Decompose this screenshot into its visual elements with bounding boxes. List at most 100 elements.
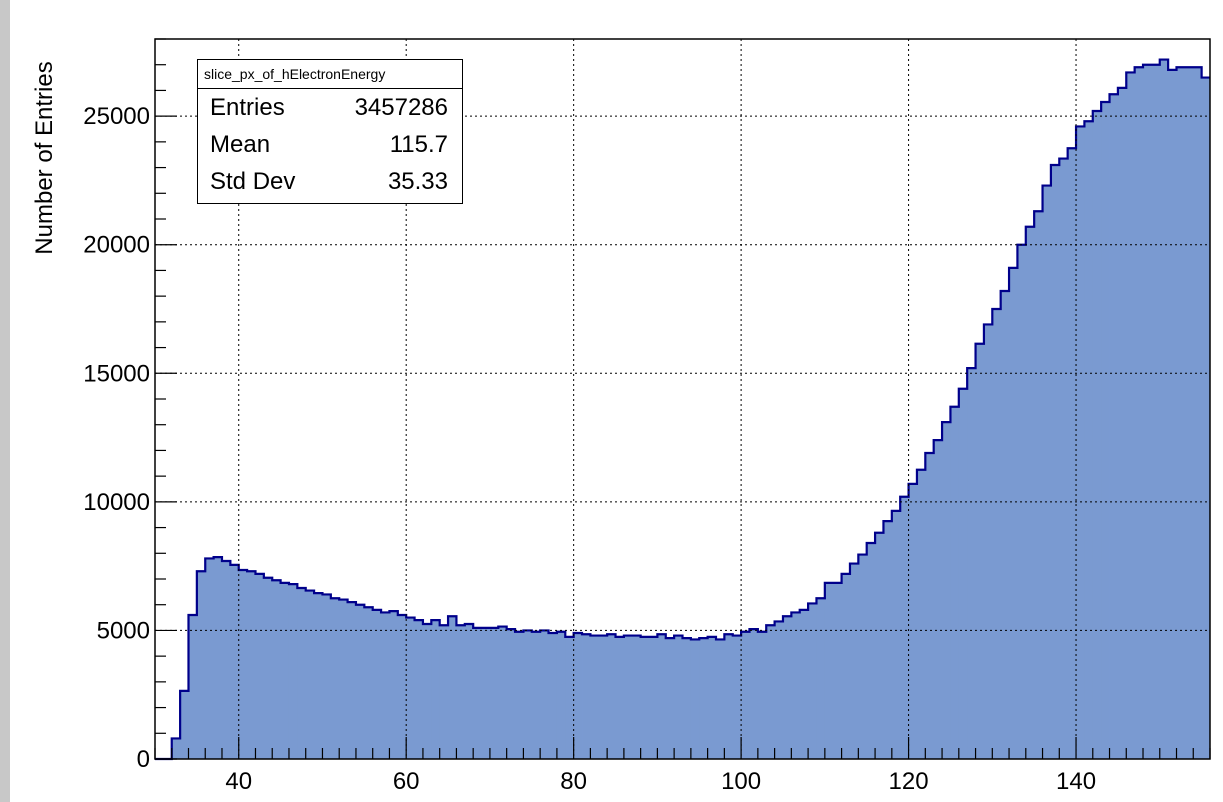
histogram-bar — [305, 590, 315, 759]
histogram-bar — [389, 611, 399, 759]
histogram-bar — [640, 636, 650, 759]
histogram-outline — [155, 58, 1210, 761]
stats-value: 115.7 — [389, 131, 448, 158]
histogram-bar — [1151, 64, 1161, 759]
histogram-bar — [925, 453, 935, 759]
stats-value: 35.33 — [387, 168, 448, 195]
histogram-bar — [347, 602, 357, 759]
histogram-bar — [782, 616, 792, 759]
histogram-bar — [950, 406, 960, 759]
histogram-bar — [682, 638, 692, 759]
histogram-bar — [1009, 267, 1018, 759]
histogram-bar — [196, 571, 206, 759]
stats-row-mean: Mean 115.7 — [198, 126, 462, 163]
histogram-bar — [891, 510, 901, 759]
histogram-bar — [238, 570, 248, 759]
histogram-bar — [213, 557, 223, 759]
histogram-bar — [699, 638, 709, 759]
histogram-bar — [665, 638, 675, 759]
histogram-bar — [799, 609, 809, 759]
histogram-bar — [1059, 158, 1069, 760]
histogram-bar — [942, 422, 951, 759]
histogram-bar — [406, 617, 415, 759]
histogram-bar — [464, 624, 474, 759]
histogram-bar — [339, 599, 348, 759]
histogram-bar — [171, 738, 181, 759]
histogram-bar — [330, 598, 340, 759]
histogram-bar — [590, 635, 600, 759]
histogram-bar — [397, 615, 407, 759]
histogram-bar — [322, 594, 332, 759]
histogram-bar — [749, 629, 759, 759]
histogram-bar — [506, 629, 516, 759]
x-tick-label: 120 — [889, 768, 929, 795]
histogram-bar — [255, 573, 265, 759]
y-axis-title: Number of Entries — [31, 61, 58, 254]
y-tick-label: 25000 — [83, 103, 150, 130]
histogram-bar — [288, 584, 298, 759]
histogram-bar — [866, 543, 876, 759]
stats-label: Mean — [210, 131, 271, 158]
y-tick-label: 0 — [137, 746, 150, 773]
histogram-bar — [515, 631, 524, 759]
histogram-bar — [582, 634, 591, 759]
histogram-bar — [1000, 291, 1010, 759]
stats-row-std-dev: Std Dev 35.33 — [198, 163, 462, 200]
x-tick-label: 40 — [225, 768, 252, 795]
histogram-bar — [205, 558, 215, 759]
histogram-bar — [556, 631, 566, 759]
histogram-bar — [531, 631, 541, 759]
y-tick-label: 10000 — [83, 489, 150, 516]
histogram-bar — [1092, 111, 1102, 759]
histogram-bar — [875, 532, 884, 759]
histogram-bar — [632, 635, 642, 759]
histogram-bar — [540, 630, 549, 759]
histogram-bar — [657, 634, 667, 759]
histogram-bar — [1109, 94, 1119, 760]
histogram-bar — [1184, 67, 1194, 760]
histogram-bar — [858, 554, 868, 759]
histogram-bar — [414, 620, 424, 759]
histogram-bar — [422, 624, 432, 759]
histogram-bar — [816, 598, 826, 759]
histogram-bar — [715, 639, 725, 759]
histogram-bar — [431, 620, 441, 759]
histogram-bar — [615, 636, 625, 759]
histogram-bar — [523, 630, 533, 759]
histogram-bar — [221, 561, 231, 759]
histogram-bar — [791, 612, 801, 759]
stats-box: slice_px_of_hElectronEnergy Entries 3457… — [197, 59, 463, 204]
histogram-bar — [1050, 165, 1060, 759]
histogram-bar — [741, 631, 750, 759]
histogram-bar — [355, 604, 365, 759]
histogram-bar — [573, 633, 583, 759]
histogram-bar — [690, 639, 700, 759]
histogram-bar — [247, 571, 256, 759]
left-panel-edge — [0, 0, 10, 802]
histogram-bar — [272, 580, 281, 759]
histogram-bar — [372, 609, 382, 759]
histogram-bar — [297, 588, 307, 759]
histogram-bar — [607, 634, 616, 759]
histogram-bar — [757, 631, 767, 759]
histogram-bar — [364, 607, 374, 759]
tick-labels: 40 60 80 100 120 140 0 5000 10000 15000 20000 25000 — [83, 103, 1096, 795]
stats-label: Std Dev — [210, 168, 296, 195]
x-tick-label: 80 — [560, 768, 587, 795]
histogram-bar — [983, 324, 993, 759]
histogram-bar — [724, 634, 734, 759]
histogram-bars — [155, 58, 1211, 761]
histogram-bar — [849, 563, 859, 759]
x-tick-label: 60 — [393, 768, 420, 795]
histogram-bar — [1201, 77, 1211, 760]
histogram-bar — [1143, 64, 1152, 759]
histogram-bar — [707, 636, 717, 759]
histogram-bar — [623, 635, 633, 759]
x-tick-label: 100 — [721, 768, 761, 795]
stats-box-title: slice_px_of_hElectronEnergy — [198, 60, 462, 89]
histogram-bar — [649, 636, 658, 759]
axis-ticks — [154, 38, 1211, 760]
histogram-bar — [958, 388, 968, 759]
histogram-bar — [1067, 148, 1077, 760]
